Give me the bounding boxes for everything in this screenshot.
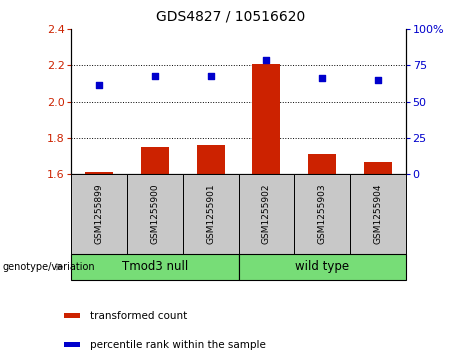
- Bar: [238, 254, 406, 280]
- Text: GSM1255901: GSM1255901: [206, 184, 215, 245]
- Point: [207, 73, 214, 79]
- Bar: [85, 172, 113, 174]
- Point: [263, 57, 270, 63]
- Bar: [197, 145, 225, 174]
- Bar: [64, 342, 80, 347]
- Bar: [71, 254, 239, 280]
- Bar: [350, 174, 406, 254]
- Bar: [294, 174, 350, 254]
- Point: [151, 73, 159, 79]
- Bar: [183, 174, 238, 254]
- Bar: [238, 174, 294, 254]
- Text: GSM1255904: GSM1255904: [373, 184, 382, 244]
- Text: transformed count: transformed count: [90, 311, 188, 321]
- Bar: [127, 174, 183, 254]
- Bar: [71, 174, 127, 254]
- Point: [95, 82, 103, 88]
- Text: genotype/variation: genotype/variation: [2, 262, 95, 272]
- Text: GSM1255900: GSM1255900: [150, 184, 160, 245]
- Point: [374, 77, 382, 83]
- Text: wild type: wild type: [295, 260, 349, 273]
- Text: GSM1255902: GSM1255902: [262, 184, 271, 244]
- Text: percentile rank within the sample: percentile rank within the sample: [90, 340, 266, 350]
- Bar: [253, 64, 280, 174]
- Text: Tmod3 null: Tmod3 null: [122, 260, 188, 273]
- Bar: [308, 154, 336, 174]
- Bar: [141, 147, 169, 174]
- Text: GSM1255899: GSM1255899: [95, 184, 104, 245]
- Bar: [364, 162, 392, 174]
- Text: GDS4827 / 10516620: GDS4827 / 10516620: [156, 9, 305, 23]
- Point: [319, 75, 326, 81]
- Text: GSM1255903: GSM1255903: [318, 184, 327, 245]
- Bar: [64, 313, 80, 318]
